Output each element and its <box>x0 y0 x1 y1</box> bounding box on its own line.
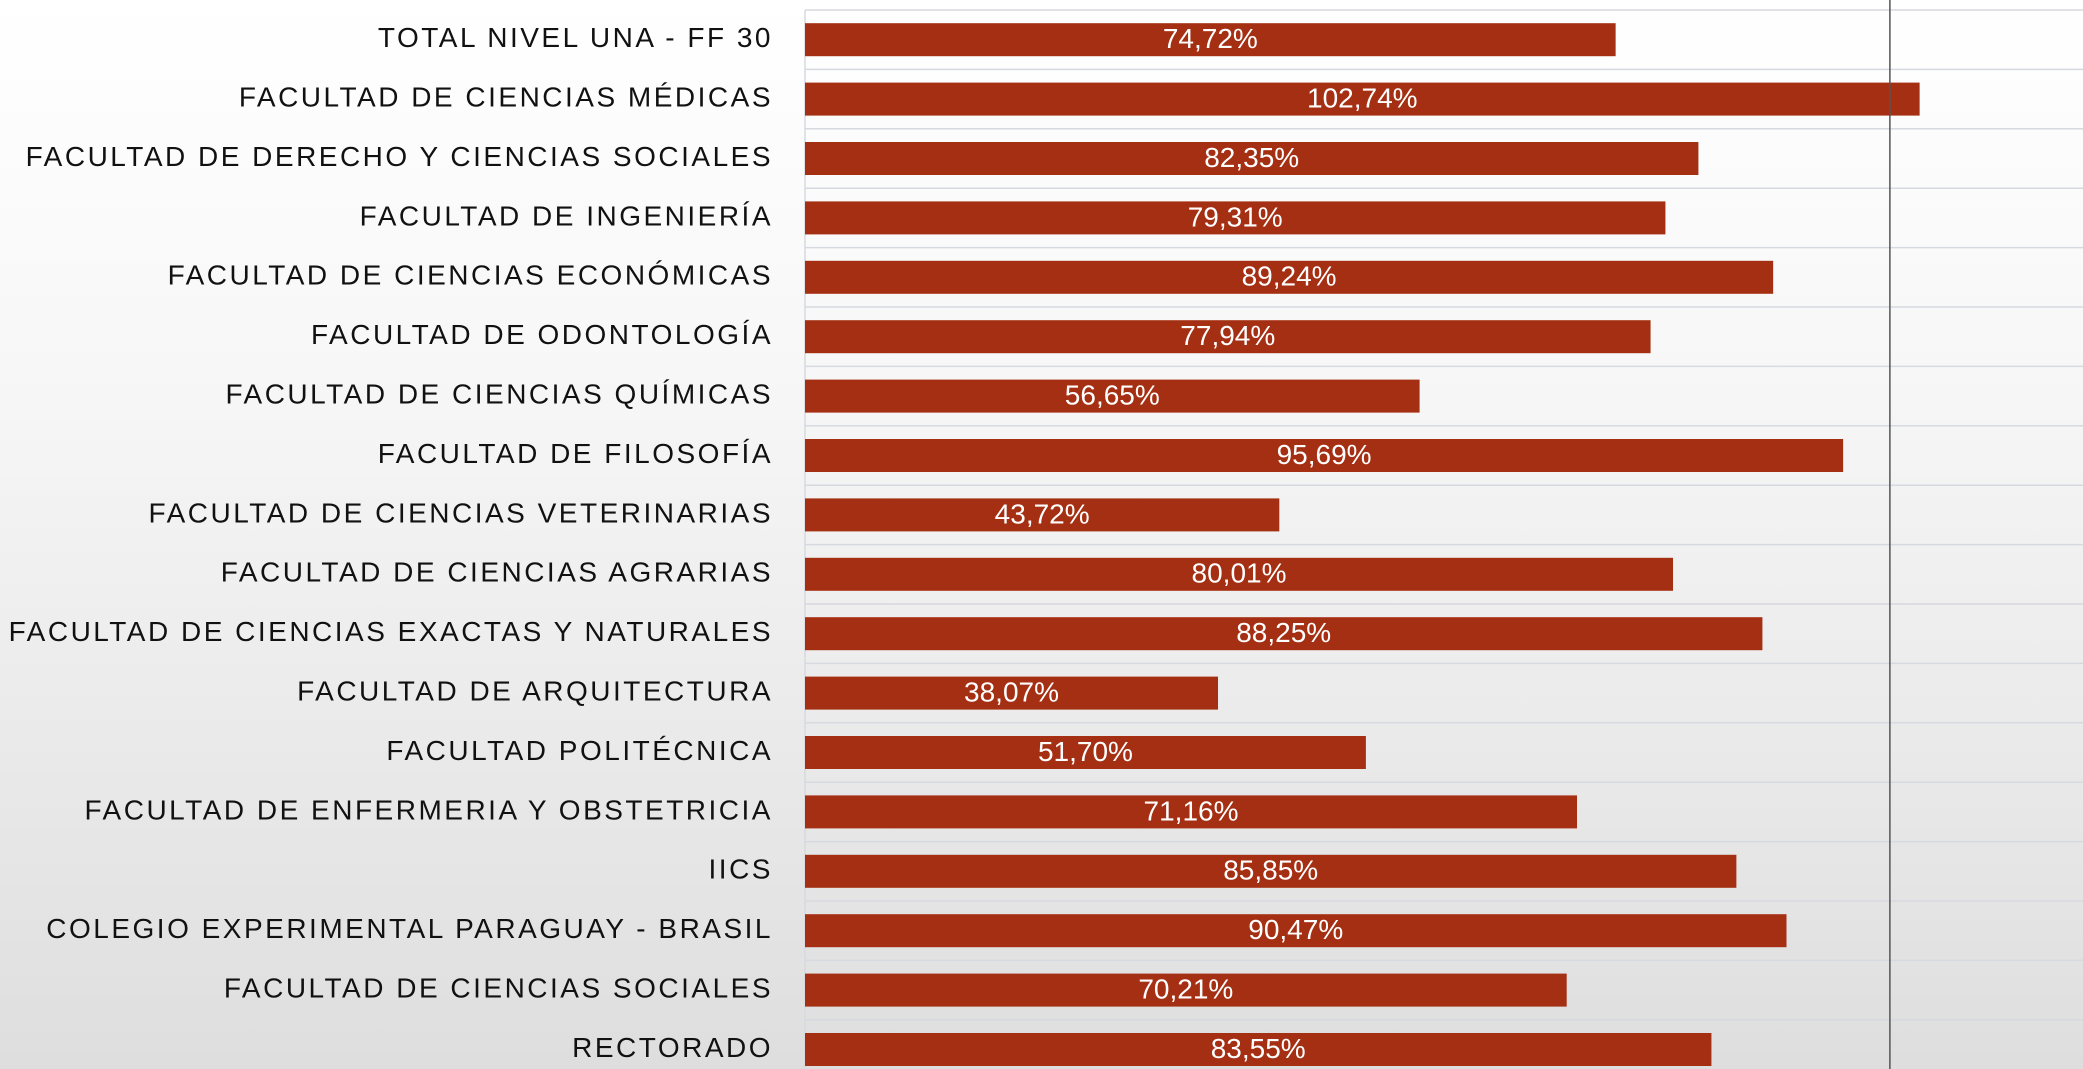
bar <box>805 557 1674 591</box>
bar <box>805 320 1651 354</box>
category-label: FACULTAD DE CIENCIAS MÉDICAS <box>239 81 773 112</box>
value-label: 43,72% <box>995 498 1090 529</box>
category-label: FACULTAD DE ARQUITECTURA <box>297 675 773 706</box>
value-label: 80,01% <box>1192 558 1287 589</box>
bar <box>805 617 1763 651</box>
category-label: FACULTAD DE CIENCIAS EXACTAS Y NATURALES <box>9 616 773 647</box>
bar <box>805 439 1844 472</box>
category-label: RECTORADO <box>572 1032 773 1063</box>
category-label: FACULTAD DE FILOSOFÍA <box>378 438 773 469</box>
category-label: FACULTAD DE ENFERMERIA Y OBSTETRICIA <box>85 794 774 825</box>
bar <box>805 260 1774 294</box>
category-label: IICS <box>709 854 773 885</box>
bar <box>805 379 1420 413</box>
bar <box>805 854 1737 888</box>
bar <box>805 676 1219 710</box>
value-label: 38,07% <box>964 676 1059 707</box>
bar <box>805 973 1567 1007</box>
category-label: FACULTAD DE CIENCIAS VETERINARIAS <box>149 497 773 528</box>
category-label: FACULTAD POLITÉCNICA <box>386 735 773 766</box>
value-label: 82,35% <box>1204 142 1299 173</box>
value-label: 102,74% <box>1307 82 1418 113</box>
bar <box>805 1033 1712 1066</box>
value-label: 95,69% <box>1277 439 1372 470</box>
category-label: TOTAL NIVEL UNA - FF 30 <box>378 22 773 53</box>
value-label: 56,65% <box>1065 379 1160 410</box>
category-label: FACULTAD DE CIENCIAS QUÍMICAS <box>225 378 773 409</box>
bar <box>805 795 1578 829</box>
value-label: 89,24% <box>1242 261 1337 292</box>
category-label: FACULTAD DE INGENIERÍA <box>360 200 773 231</box>
value-label: 79,31% <box>1188 201 1283 232</box>
bar <box>805 914 1787 948</box>
bar <box>805 23 1616 57</box>
value-label: 85,85% <box>1223 855 1318 886</box>
bar <box>805 498 1280 532</box>
category-label: FACULTAD DE DERECHO Y CIENCIAS SOCIALES <box>26 141 773 172</box>
value-label: 74,72% <box>1163 23 1258 54</box>
value-label: 51,70% <box>1038 736 1133 767</box>
category-label: FACULTAD DE ODONTOLOGÍA <box>311 319 773 350</box>
bar <box>805 82 1920 116</box>
value-label: 70,21% <box>1138 973 1233 1004</box>
value-label: 71,16% <box>1144 795 1239 826</box>
value-label: 77,94% <box>1180 320 1275 351</box>
category-label: COLEGIO EXPERIMENTAL PARAGUAY - BRASIL <box>46 913 773 944</box>
value-label: 83,55% <box>1211 1033 1306 1064</box>
bar <box>805 142 1699 175</box>
bar <box>805 736 1366 769</box>
value-label: 90,47% <box>1248 914 1343 945</box>
category-label: FACULTAD DE CIENCIAS AGRARIAS <box>221 557 773 588</box>
value-label: 88,25% <box>1236 617 1331 648</box>
category-label: FACULTAD DE CIENCIAS SOCIALES <box>224 972 773 1003</box>
category-label: FACULTAD DE CIENCIAS ECONÓMICAS <box>168 260 773 291</box>
bar <box>805 201 1666 235</box>
